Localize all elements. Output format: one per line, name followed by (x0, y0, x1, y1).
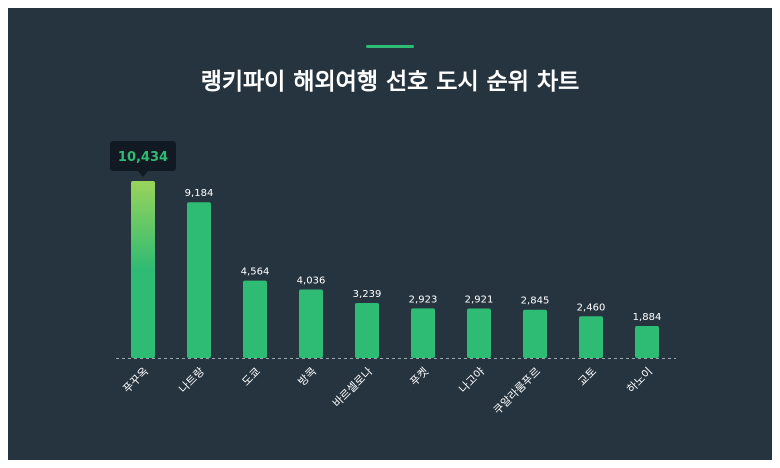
value-tooltip-pointer (138, 171, 148, 177)
value-label-7: 2,845 (521, 296, 550, 307)
category-label-6: 나고야 (456, 365, 487, 396)
bar-3[interactable] (299, 289, 323, 358)
value-label-3: 4,036 (297, 276, 326, 287)
category-label-5: 푸켓 (408, 365, 432, 389)
chart-title: 랭키파이 해외여행 선호 도시 순위 차트 (200, 69, 580, 95)
bar-7[interactable] (523, 309, 547, 358)
bar-2[interactable] (243, 280, 267, 358)
bar-6[interactable] (467, 308, 491, 358)
title-accent-bar (366, 45, 414, 48)
category-label-7: 쿠알라룸푸르 (490, 364, 543, 417)
value-label-2: 4,564 (241, 267, 270, 278)
category-label-8: 교토 (576, 365, 600, 389)
bar-9[interactable] (635, 326, 659, 358)
category-label-9: 하노이 (624, 364, 655, 395)
value-label-6: 2,921 (465, 294, 494, 305)
value-label-1: 9,184 (185, 188, 214, 199)
value-label-0: 10,434 (118, 150, 168, 165)
bar-0[interactable] (131, 181, 155, 358)
category-label-2: 도쿄 (240, 365, 264, 389)
value-label-5: 2,923 (409, 294, 438, 305)
value-label-4: 3,239 (353, 289, 382, 300)
bar-8[interactable] (579, 316, 603, 358)
category-label-0: 푸꾸옥 (120, 365, 151, 396)
bar-4[interactable] (355, 303, 379, 358)
value-tooltip (110, 141, 176, 171)
value-label-9: 1,884 (633, 312, 662, 323)
category-label-3: 방콕 (296, 365, 320, 389)
bar-1[interactable] (187, 202, 211, 358)
bar-5[interactable] (411, 308, 435, 358)
value-label-8: 2,460 (577, 302, 606, 313)
category-label-4: 바르셀로나 (330, 365, 375, 410)
category-label-1: 나트랑 (176, 365, 207, 396)
